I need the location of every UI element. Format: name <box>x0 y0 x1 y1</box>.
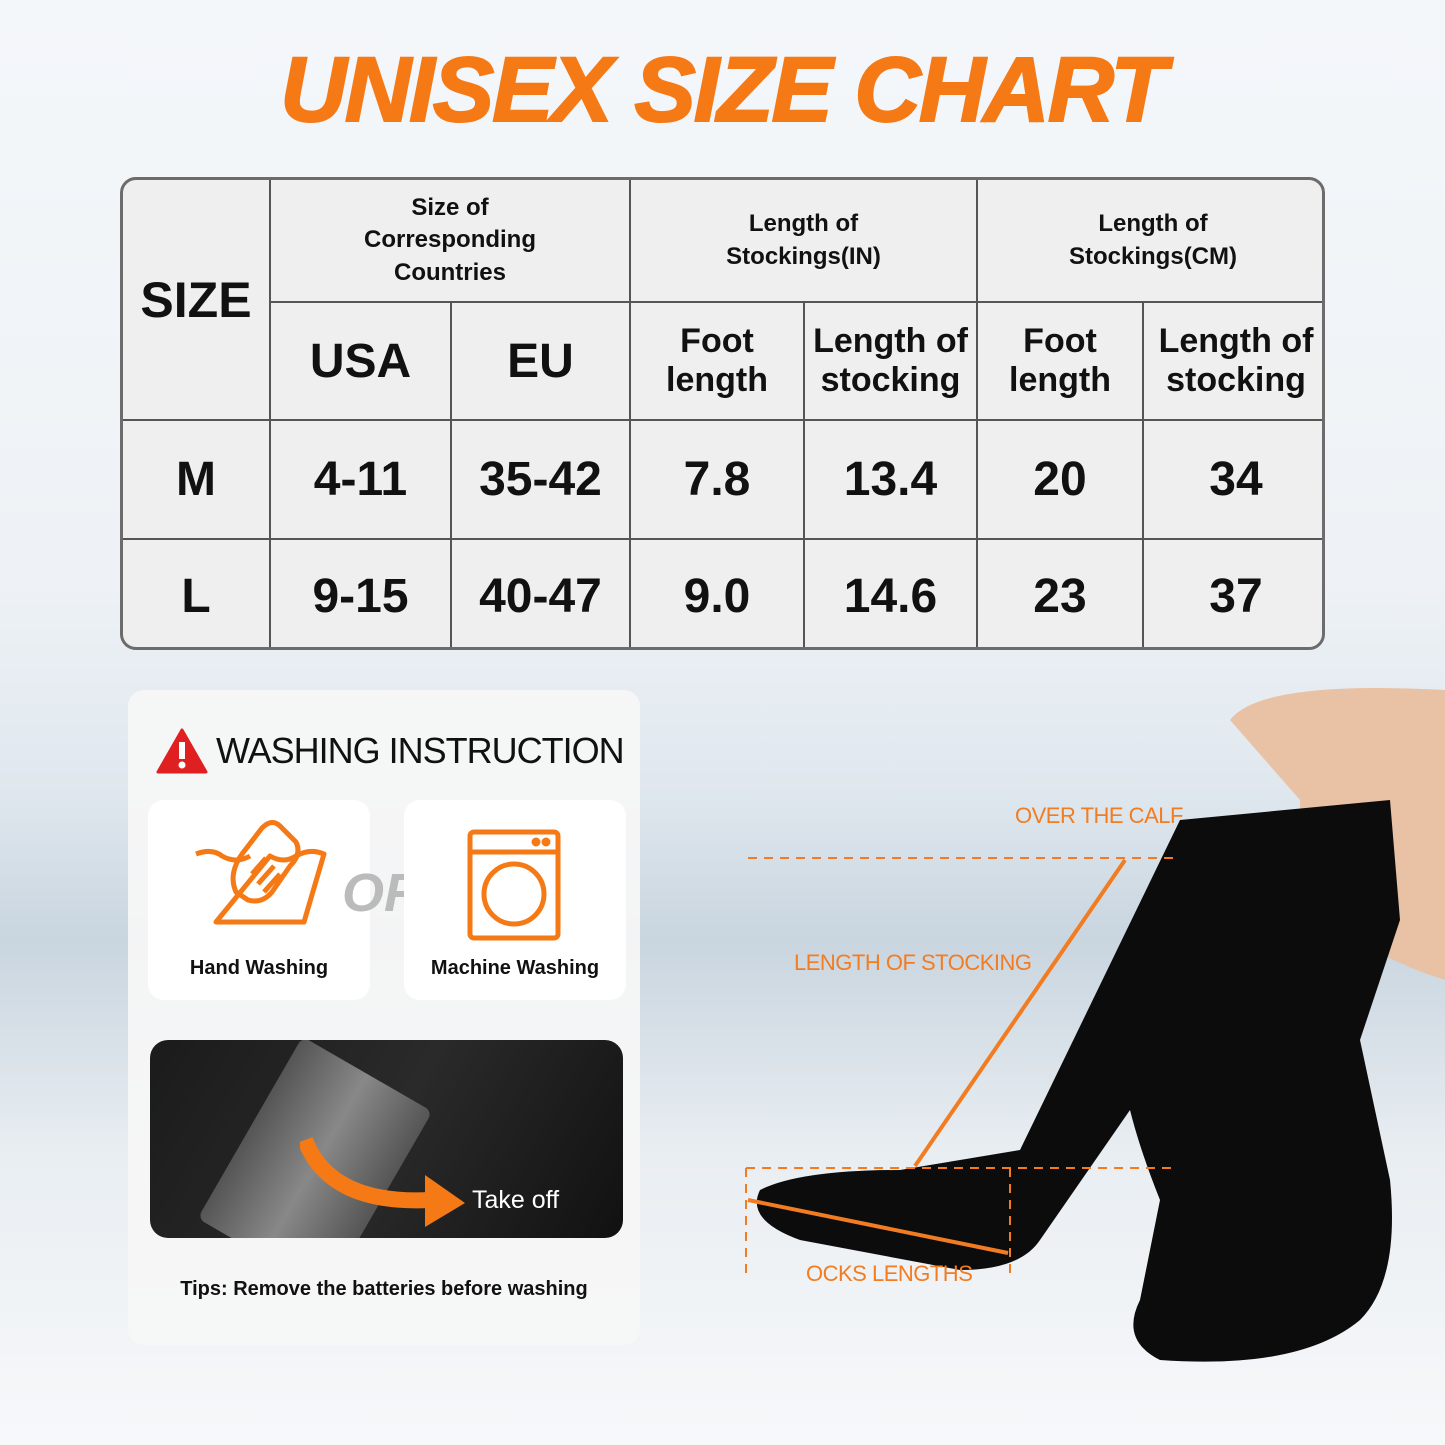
group-header-in: Length of Stockings(IN) <box>631 180 978 303</box>
table-cell: 4-11 <box>271 421 452 540</box>
row-l-size: L <box>123 540 271 647</box>
hand-washing-icon <box>195 820 327 925</box>
sock-diagram <box>745 688 1445 1362</box>
table-cell: 7.8 <box>631 421 805 540</box>
length-of-stocking-label: LENGTH OF STOCKING <box>794 950 1032 975</box>
washing-panel: WASHING INSTRUCTION Hand Washing OR Mach… <box>128 690 640 1345</box>
group-header-cm: Length of Stockings(CM) <box>978 180 1322 303</box>
size-header: SIZE <box>123 180 271 421</box>
table-cell: 13.4 <box>805 421 978 540</box>
battery-removal-photo: Take off <box>150 1040 623 1238</box>
sub-header-eu: EU <box>452 303 631 421</box>
sub-header-stocking-cm: Length of stocking <box>1144 303 1322 421</box>
machine-washing-card: Machine Washing <box>404 800 626 1000</box>
table-cell: 40-47 <box>452 540 631 647</box>
table-cell: 34 <box>1144 421 1322 540</box>
sub-header-foot-cm: Foot length <box>978 303 1144 421</box>
washing-title: WASHING INSTRUCTION <box>156 728 625 774</box>
hand-washing-label: Hand Washing <box>189 957 329 979</box>
table-cell: 9-15 <box>271 540 452 647</box>
hand-washing-card: Hand Washing <box>148 800 370 1000</box>
washing-machine-icon <box>467 829 561 941</box>
table-cell: 37 <box>1209 570 1263 623</box>
table-cell: 9.0 <box>631 540 805 647</box>
socks-lengths-label: OCKS LENGTHS <box>806 1261 973 1286</box>
table-cell: 35-42 <box>452 421 631 540</box>
table-cell: 23 <box>978 540 1144 647</box>
table-cell: 14.6 <box>805 540 978 647</box>
washing-title-text: WASHING INSTRUCTION <box>216 730 625 771</box>
sub-header-usa: USA <box>271 303 452 421</box>
group-header-countries: Size of Corresponding Countries <box>271 180 631 303</box>
sock-image <box>756 800 1400 1362</box>
take-off-label: Take off <box>472 1186 560 1214</box>
tips-text: Tips: Remove the batteries before washin… <box>180 1278 588 1300</box>
warning-icon <box>156 728 208 774</box>
over-the-calf-label: OVER THE CALF <box>1015 803 1183 828</box>
size-table: SIZE Size of Corresponding Countries Len… <box>120 177 1325 650</box>
sub-header-stocking-in: Length of stocking <box>805 303 978 421</box>
machine-washing-label: Machine Washing <box>430 957 600 979</box>
curved-arrow-icon <box>300 1136 465 1227</box>
table-cell: 20 <box>978 421 1144 540</box>
row-m-size: M <box>123 421 271 540</box>
page-title: UNISEX SIZE CHART <box>279 38 1167 142</box>
sub-header-foot-in: Foot length <box>631 303 805 421</box>
